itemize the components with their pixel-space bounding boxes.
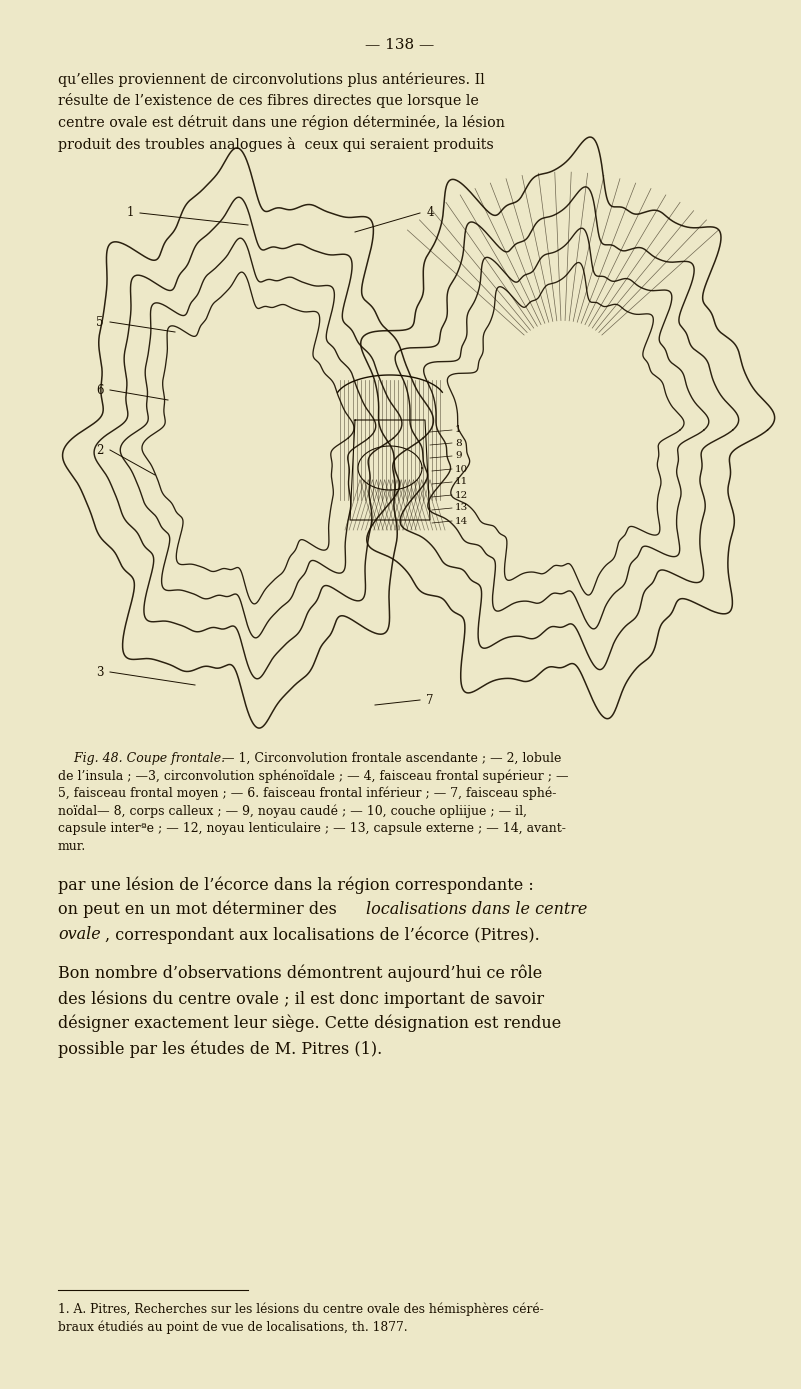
Text: — 1, Circonvolution frontale ascendante ; — 2, lobule: — 1, Circonvolution frontale ascendante … xyxy=(218,751,562,765)
Text: 4: 4 xyxy=(426,207,434,219)
Text: qu’elles proviennent de circonvolutions plus antérieures. Il: qu’elles proviennent de circonvolutions … xyxy=(58,72,485,88)
Text: 8: 8 xyxy=(455,439,461,447)
Text: 14: 14 xyxy=(455,517,469,525)
Text: 1. A. Pitres, Recherches sur les lésions du centre ovale des hémisphères céré-: 1. A. Pitres, Recherches sur les lésions… xyxy=(58,1303,544,1317)
Text: ovale: ovale xyxy=(58,926,101,943)
Text: 5: 5 xyxy=(96,315,104,329)
Text: 6: 6 xyxy=(96,383,104,396)
Text: — 138 —: — 138 — xyxy=(365,38,435,51)
Text: 10: 10 xyxy=(455,464,469,474)
Text: mur.: mur. xyxy=(58,839,87,853)
Text: 2: 2 xyxy=(96,443,103,457)
Text: on peut en un mot déterminer des: on peut en un mot déterminer des xyxy=(58,901,342,918)
Text: centre ovale est détruit dans une région déterminée, la lésion: centre ovale est détruit dans une région… xyxy=(58,115,505,131)
Text: possible par les études de M. Pitres (1).: possible par les études de M. Pitres (1)… xyxy=(58,1040,382,1057)
Text: 1: 1 xyxy=(127,207,134,219)
Text: 5, faisceau frontal moyen ; — 6. faisceau frontal inférieur ; — 7, faisceau sphé: 5, faisceau frontal moyen ; — 6. faiscea… xyxy=(58,788,557,800)
Text: produit des troubles analogues à  ceux qui seraient produits: produit des troubles analogues à ceux qu… xyxy=(58,136,493,151)
Text: par une lésion de l’écorce dans la région correspondante :: par une lésion de l’écorce dans la régio… xyxy=(58,876,533,893)
Text: de l’insula ; —3, circonvolution sphénoïdale ; — 4, faisceau frontal supérieur ;: de l’insula ; —3, circonvolution sphénoï… xyxy=(58,770,569,783)
Text: 1: 1 xyxy=(455,425,461,435)
Text: Bon nombre d’observations démontrent aujourd’hui ce rôle: Bon nombre d’observations démontrent auj… xyxy=(58,965,542,982)
Text: 7: 7 xyxy=(426,693,434,707)
Text: capsule interªe ; — 12, noyau lenticulaire ; — 13, capsule externe ; — 14, avant: capsule interªe ; — 12, noyau lenticulai… xyxy=(58,822,566,835)
Text: 9: 9 xyxy=(455,451,461,461)
Text: noïdal— 8, corps calleux ; — 9, noyau caudé ; — 10, couche opliijue ; — il,: noïdal— 8, corps calleux ; — 9, noyau ca… xyxy=(58,804,527,818)
Text: braux étudiés au point de vue de localisations, th. 1877.: braux étudiés au point de vue de localis… xyxy=(58,1320,408,1333)
Text: 13: 13 xyxy=(455,503,469,513)
Text: 12: 12 xyxy=(455,490,469,500)
Text: 3: 3 xyxy=(96,665,104,678)
Text: désigner exactement leur siège. Cette désignation est rendue: désigner exactement leur siège. Cette dé… xyxy=(58,1015,562,1032)
Text: des lésions du centre ovale ; il est donc important de savoir: des lésions du centre ovale ; il est don… xyxy=(58,990,544,1007)
Text: localisations dans le centre: localisations dans le centre xyxy=(366,901,587,918)
Text: résulte de l’existence de ces fibres directes que lorsque le: résulte de l’existence de ces fibres dir… xyxy=(58,93,479,108)
Text: Fig. 48. Coupe frontale.: Fig. 48. Coupe frontale. xyxy=(58,751,225,765)
Text: , correspondant aux localisations de l’écorce (Pitres).: , correspondant aux localisations de l’é… xyxy=(105,926,540,943)
Text: 11: 11 xyxy=(455,478,469,486)
